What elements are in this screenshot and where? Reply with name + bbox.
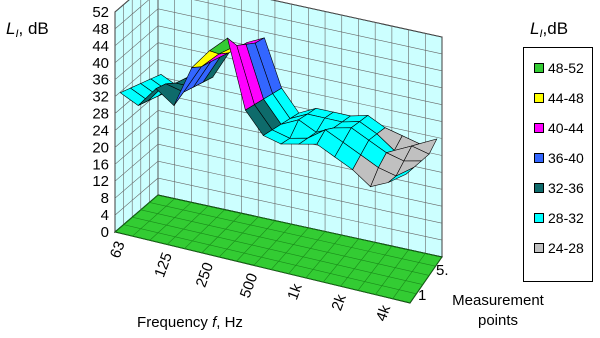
depth-tick-label: 1 bbox=[418, 287, 426, 304]
legend-title: LI,dB bbox=[530, 19, 568, 40]
z-tick-label: 12 bbox=[92, 173, 109, 190]
floor-grid bbox=[253, 223, 292, 266]
legend-label: 44-48 bbox=[548, 90, 584, 106]
x-tick-label: 250 bbox=[193, 260, 218, 289]
floor-grid bbox=[149, 202, 436, 267]
legend-title-symbol: L bbox=[530, 19, 540, 38]
x-tick-label: 4k bbox=[373, 302, 395, 323]
x-tick-label: 500 bbox=[237, 271, 262, 300]
x-tick-label: 63 bbox=[107, 239, 129, 260]
x-tick-label: 1k bbox=[284, 281, 306, 302]
legend-item: 36-40 bbox=[534, 150, 584, 166]
y-axis-title: LI, dB bbox=[6, 19, 49, 40]
legend-label: 28-32 bbox=[548, 210, 584, 226]
depth-axis-title: points bbox=[478, 312, 518, 329]
floor-grid bbox=[375, 249, 409, 295]
z-tick-label: 4 bbox=[101, 207, 109, 224]
legend-item: 48-52 bbox=[534, 60, 584, 76]
floor-grid bbox=[166, 205, 209, 245]
legend-item: 32-36 bbox=[534, 180, 584, 196]
z-tick-label: 16 bbox=[92, 156, 109, 173]
z-tick-label: 0 bbox=[101, 224, 109, 241]
floor-grid bbox=[157, 194, 443, 258]
legend-swatch bbox=[534, 183, 544, 193]
z-tick-label: 20 bbox=[92, 139, 109, 156]
floor-grid bbox=[132, 216, 423, 285]
surface-patch bbox=[388, 167, 415, 183]
z-tick-label: 44 bbox=[92, 38, 109, 55]
floor-grid bbox=[270, 227, 309, 270]
floor-grid bbox=[184, 209, 226, 249]
floor-grid bbox=[114, 194, 159, 233]
floor-grid bbox=[201, 213, 242, 254]
x-tick-label: 125 bbox=[151, 250, 176, 279]
z-tick-label: 28 bbox=[92, 106, 109, 123]
x-tick-label: 2k bbox=[328, 292, 350, 313]
legend-swatch bbox=[534, 93, 544, 103]
legend-swatch bbox=[534, 123, 544, 133]
floor-grid bbox=[114, 231, 411, 304]
legend: 48-52 44-48 40-44 36-40 32-36 28-32 24-28 bbox=[523, 47, 593, 282]
z-tick-label: 32 bbox=[92, 89, 109, 106]
legend-item: 24-28 bbox=[534, 240, 584, 256]
gridline-z bbox=[114, 0, 443, 38]
floor-grid bbox=[340, 242, 376, 287]
y-axis-subscript: I bbox=[15, 28, 19, 40]
legend-label: 48-52 bbox=[548, 60, 584, 76]
legend-label: 32-36 bbox=[548, 180, 584, 196]
floor-grid bbox=[288, 231, 326, 274]
legend-label: 36-40 bbox=[548, 150, 584, 166]
legend-label: 40-44 bbox=[548, 120, 584, 136]
y-axis-unit: , dB bbox=[18, 19, 49, 38]
legend-swatch bbox=[534, 63, 544, 73]
floor-grid bbox=[132, 198, 175, 237]
floor-grid bbox=[140, 209, 430, 276]
depth-tick-label: 5. bbox=[436, 262, 449, 279]
legend-swatch bbox=[534, 213, 544, 223]
y-axis-symbol: L bbox=[6, 19, 16, 38]
legend-swatch bbox=[534, 243, 544, 253]
gridline-z bbox=[114, 0, 443, 55]
floor-grid bbox=[218, 216, 259, 258]
legend-item: 28-32 bbox=[534, 210, 584, 226]
floor-grid bbox=[236, 220, 276, 262]
legend-swatch bbox=[534, 153, 544, 163]
floor-grid bbox=[357, 245, 393, 291]
z-tick-label: 24 bbox=[92, 123, 109, 140]
floor-grid bbox=[123, 224, 417, 295]
floor-grid bbox=[323, 238, 359, 283]
legend-label: 24-28 bbox=[548, 240, 584, 256]
floor-grid bbox=[409, 256, 443, 304]
legend-item: 44-48 bbox=[534, 90, 584, 106]
z-tick-label: 40 bbox=[92, 55, 109, 72]
legend-item: 40-44 bbox=[534, 120, 584, 136]
depth-axis-title: Measurement bbox=[452, 292, 545, 309]
floor-grid bbox=[392, 253, 426, 299]
z-tick-label: 52 bbox=[92, 4, 109, 21]
legend-title-subscript: I bbox=[539, 28, 543, 40]
z-tick-label: 36 bbox=[92, 72, 109, 89]
x-axis-title: Frequency f, Hz bbox=[137, 314, 243, 331]
z-tick-label: 48 bbox=[92, 21, 109, 38]
legend-title-unit: ,dB bbox=[542, 19, 569, 38]
z-tick-label: 8 bbox=[101, 190, 109, 207]
floor-grid bbox=[305, 234, 342, 279]
floor-grid bbox=[149, 202, 192, 241]
